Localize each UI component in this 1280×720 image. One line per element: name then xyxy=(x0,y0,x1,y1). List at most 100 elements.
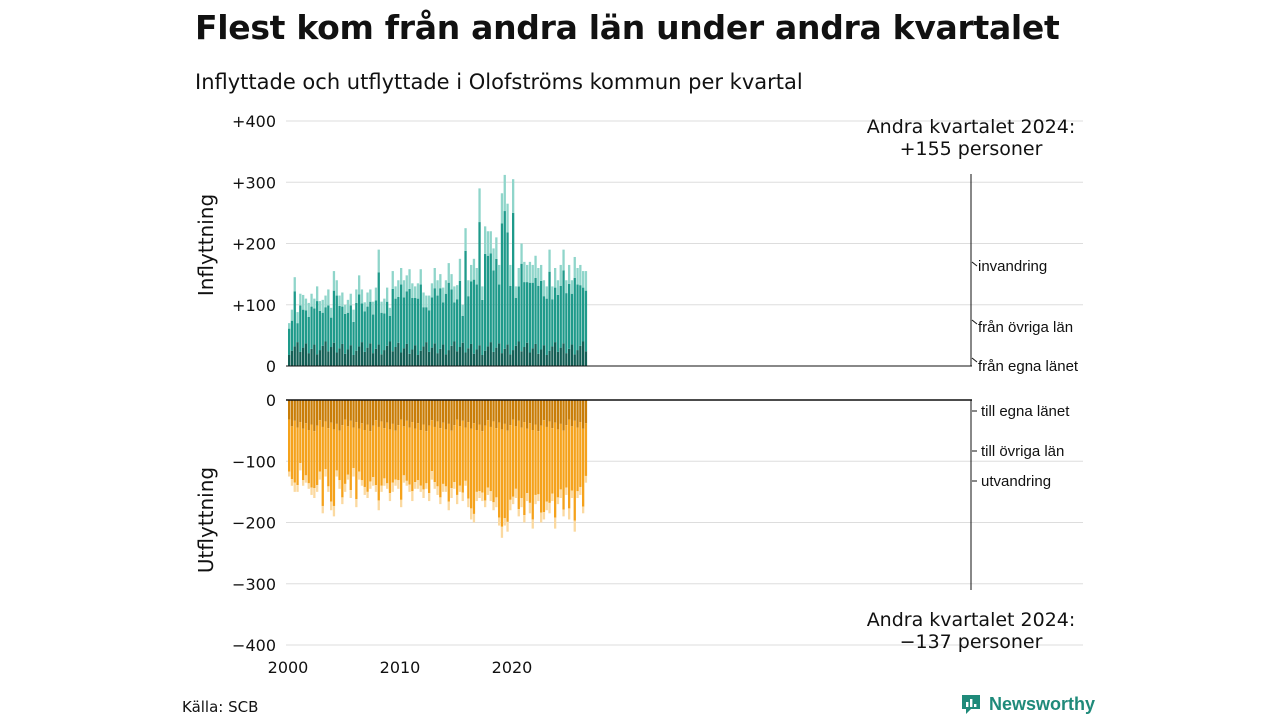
bar-out-other-counties xyxy=(310,424,313,488)
bar-in-own-county xyxy=(397,342,400,366)
bar-out-own-county xyxy=(531,400,534,431)
bar-out-other-counties xyxy=(470,428,473,509)
bar-out-emigration xyxy=(442,483,445,492)
bar-in-immigration xyxy=(540,264,543,281)
bar-out-own-county xyxy=(447,400,450,424)
bar-out-emigration xyxy=(475,491,478,502)
bar-in-other-counties xyxy=(402,297,406,349)
bar-in-other-counties xyxy=(506,232,509,345)
y-axis-label-out: Utflyttning xyxy=(194,467,218,573)
bar-in-immigration xyxy=(419,269,422,285)
bar-in-own-county xyxy=(391,351,394,366)
bar-out-other-counties xyxy=(355,422,358,500)
bar-out-own-county xyxy=(428,400,431,426)
bar-in-own-county xyxy=(355,350,358,366)
bar-in-other-counties xyxy=(576,284,579,351)
bar-in-own-county xyxy=(302,347,305,366)
bar-out-other-counties xyxy=(523,422,526,516)
bar-out-emigration xyxy=(293,482,296,492)
bar-in-own-county xyxy=(430,347,434,366)
bar-out-emigration xyxy=(318,471,322,480)
bar-out-other-counties xyxy=(430,420,434,472)
bar-out-emigration xyxy=(324,469,327,477)
bar-out-emigration xyxy=(386,483,389,489)
bar-out-emigration xyxy=(346,474,350,480)
bar-out-other-counties xyxy=(313,431,316,489)
bar-in-immigration xyxy=(391,271,394,289)
bar-in-immigration xyxy=(310,293,313,307)
bar-out-other-counties xyxy=(548,421,551,503)
bar-out-emigration xyxy=(470,508,473,520)
bar-out-other-counties xyxy=(324,421,327,470)
bar-out-other-counties xyxy=(481,431,484,493)
bar-in-own-county xyxy=(288,354,291,366)
bar-out-other-counties xyxy=(506,430,509,522)
bar-in-other-counties xyxy=(442,302,445,345)
newsworthy-logo-icon xyxy=(962,695,980,714)
brand-name: Newsworthy xyxy=(989,693,1096,714)
bar-out-emigration xyxy=(458,485,462,492)
bar-in-immigration xyxy=(531,264,534,283)
bar-out-emigration xyxy=(433,482,436,489)
bar-out-emigration xyxy=(436,486,439,495)
bar-out-other-counties xyxy=(425,431,428,484)
y-tick-in: 0 xyxy=(266,357,276,376)
bar-in-immigration xyxy=(456,285,459,300)
bar-out-other-counties xyxy=(562,430,565,510)
bar-in-own-county xyxy=(450,345,453,366)
bar-in-own-county xyxy=(526,342,529,366)
bar-out-emigration xyxy=(355,499,358,508)
bar-in-other-counties xyxy=(579,285,582,346)
bar-out-other-counties xyxy=(576,427,579,492)
bar-out-emigration xyxy=(405,480,408,486)
y-tick-in: +400 xyxy=(232,112,276,131)
bar-in-own-county xyxy=(338,348,341,366)
bar-in-other-counties xyxy=(534,277,537,344)
bar-in-other-counties xyxy=(509,285,512,355)
bar-out-own-county xyxy=(307,400,310,431)
bar-out-other-counties xyxy=(484,425,487,501)
bar-out-emigration xyxy=(307,483,310,489)
bar-out-own-county xyxy=(422,400,425,425)
bar-out-other-counties xyxy=(509,425,512,500)
bar-out-emigration xyxy=(472,513,476,523)
bar-in-other-counties xyxy=(573,277,576,355)
bar-in-immigration xyxy=(436,280,439,296)
bar-out-emigration xyxy=(363,486,366,495)
bar-out-emigration xyxy=(428,493,431,502)
bar-out-emigration xyxy=(288,471,291,477)
bar-in-immigration xyxy=(324,295,327,308)
bar-in-immigration xyxy=(514,286,518,299)
bar-out-other-counties xyxy=(391,423,394,483)
bar-in-own-county xyxy=(500,353,504,366)
bar-out-own-county xyxy=(461,400,464,421)
bar-in-other-counties xyxy=(344,313,347,354)
bar-out-other-counties xyxy=(402,426,406,476)
bar-out-own-county xyxy=(570,400,574,427)
series-label-tick-in xyxy=(971,319,978,325)
bar-in-own-county xyxy=(428,351,431,366)
bar-out-emigration xyxy=(377,500,380,511)
bar-in-immigration xyxy=(551,286,554,300)
bar-in-own-county xyxy=(456,351,459,366)
bar-in-other-counties xyxy=(369,301,372,344)
bar-in-other-counties xyxy=(313,308,316,345)
bar-in-immigration xyxy=(408,269,411,289)
bar-out-own-county xyxy=(316,400,319,426)
bar-in-own-county xyxy=(545,354,548,366)
bar-out-emigration xyxy=(400,499,403,508)
bar-in-own-county xyxy=(461,342,464,366)
bar-in-other-counties xyxy=(528,282,532,353)
bar-in-other-counties xyxy=(551,299,554,347)
bar-in-own-county xyxy=(377,344,380,366)
bar-in-other-counties xyxy=(565,293,568,354)
bar-out-emigration xyxy=(548,502,551,514)
series-label-out-1: till övriga län xyxy=(981,443,1064,460)
bar-out-other-counties xyxy=(394,430,397,480)
bar-in-other-counties xyxy=(296,323,299,343)
bar-out-own-county xyxy=(509,400,512,426)
bar-out-emigration xyxy=(302,480,305,486)
bar-in-other-counties xyxy=(310,306,313,349)
series-label-in-0: från egna länet xyxy=(978,358,1079,375)
bar-out-emigration xyxy=(551,493,554,502)
